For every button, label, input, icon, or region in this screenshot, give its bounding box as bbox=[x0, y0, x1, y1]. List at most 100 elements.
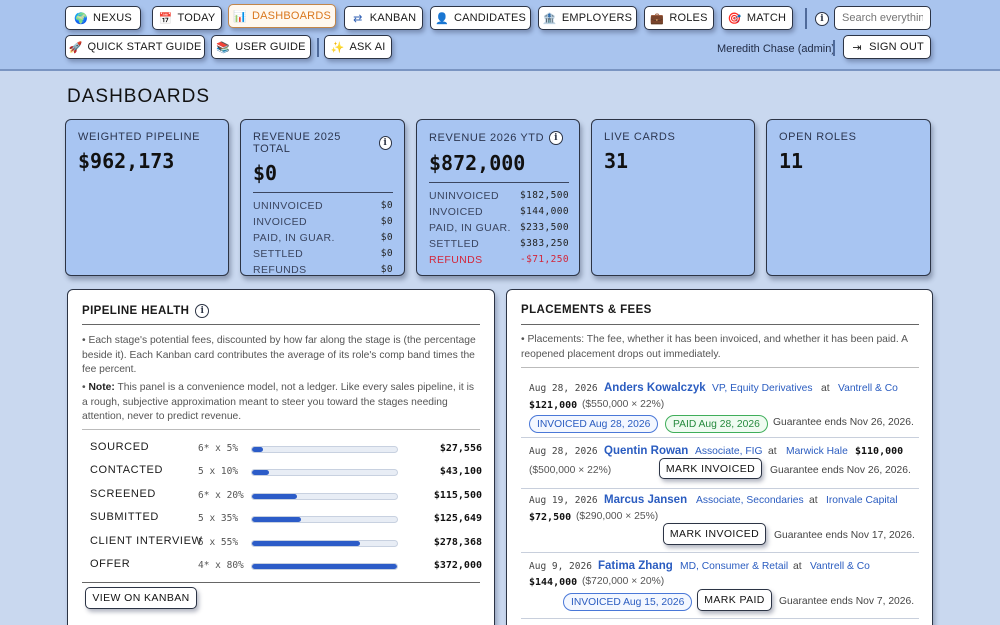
top-nav-bar: 🌍 NEXUS 📅 TODAY 📊 DASHBOARDS ⇄ KANBAN 👤 … bbox=[0, 0, 1000, 71]
invoiced-badge: INVOICED Aug 28, 2026 bbox=[529, 415, 659, 433]
placement-candidate-link[interactable]: Quentin Rowan bbox=[604, 445, 689, 457]
sign-out-button[interactable]: ⇥ SIGN OUT bbox=[843, 35, 931, 59]
nav-match-button[interactable]: 🎯 MATCH bbox=[721, 6, 793, 30]
card-label: REVENUE 2025 TOTAL bbox=[253, 131, 341, 155]
card-label: REVENUE 2026 YTD bbox=[429, 132, 545, 144]
card-label: OPEN ROLES bbox=[779, 131, 857, 143]
placement-role-link[interactable]: VP, Equity Derivatives bbox=[712, 383, 813, 394]
nav-employers-button[interactable]: 🏦 EMPLOYERS bbox=[538, 6, 637, 30]
placement-employer-link[interactable]: Vantrell & Co bbox=[838, 383, 898, 394]
placement-role-link[interactable]: Associate, Secondaries bbox=[696, 495, 804, 506]
placement-separator bbox=[521, 552, 919, 553]
placement-fee: $144,000 bbox=[529, 577, 578, 588]
breakdown-row: INVOICED $0 bbox=[253, 214, 393, 230]
open-roles-card: OPEN ROLES 11 bbox=[766, 119, 931, 276]
stage-amount: $43,100 bbox=[439, 466, 482, 477]
breakdown-amount: $0 bbox=[380, 232, 393, 244]
placement-date: Aug 28, 2026 bbox=[529, 446, 598, 457]
guarantee-text: Guarantee ends Nov 7, 2026. bbox=[779, 596, 915, 607]
nav-roles-label: ROLES bbox=[669, 12, 708, 24]
breakdown-amount: $0 bbox=[380, 264, 393, 276]
card-label: LIVE CARDS bbox=[604, 131, 676, 143]
pipeline-description: • Each stage's potential fees, discounte… bbox=[82, 335, 476, 375]
info-icon[interactable]: i bbox=[195, 304, 210, 318]
nav-kanban-button[interactable]: ⇄ KANBAN bbox=[344, 6, 423, 30]
pipeline-health-panel: PIPELINE HEALTH i • Each stage's potenti… bbox=[67, 289, 495, 625]
placement-item: Aug 9, 2026 Fatima Zhang MD, Consumer & … bbox=[529, 560, 927, 612]
placements-fees-panel: PLACEMENTS & FEES • Placements: The fee,… bbox=[506, 289, 933, 625]
breakdown-label: INVOICED bbox=[429, 206, 483, 219]
panel-divider bbox=[521, 367, 919, 368]
search-input[interactable] bbox=[834, 6, 931, 30]
stage-row-sourced: SOURCED 6* x 5% $27,556 bbox=[90, 438, 482, 458]
stage-row-contacted: CONTACTED 5 x 10% $43,100 bbox=[90, 461, 482, 481]
stage-progress-fill bbox=[252, 564, 397, 569]
card-value: $0 bbox=[253, 161, 278, 185]
globe-icon: 🌍 bbox=[74, 12, 88, 25]
paid-badge: PAID Aug 28, 2026 bbox=[665, 415, 768, 433]
placement-fee-calc: ($290,000 × 25%) bbox=[576, 511, 659, 522]
calendar-icon: 📅 bbox=[158, 12, 173, 25]
info-icon[interactable]: i bbox=[549, 131, 564, 145]
stage-progress-bar bbox=[251, 540, 398, 547]
placement-candidate-link[interactable]: Anders Kowalczyk bbox=[604, 382, 706, 394]
quick-start-guide-button[interactable]: 🚀 QUICK START GUIDE bbox=[65, 35, 205, 59]
card-label: WEIGHTED PIPELINE bbox=[78, 131, 201, 143]
breakdown-row: PAID, IN GUAR. $233,500 bbox=[429, 220, 569, 236]
user-guide-button[interactable]: 📚 USER GUIDE bbox=[211, 35, 311, 59]
info-icon[interactable]: i bbox=[378, 136, 392, 150]
placement-employer-link[interactable]: Ironvale Capital bbox=[826, 495, 898, 506]
nav-nexus-button[interactable]: 🌍 NEXUS bbox=[65, 6, 141, 30]
guarantee-text: Guarantee ends Nov 26, 2026. bbox=[770, 465, 911, 476]
breakdown-amount: $0 bbox=[380, 200, 393, 212]
target-icon: 🎯 bbox=[727, 12, 742, 25]
books-icon: 📚 bbox=[216, 41, 231, 54]
placement-at-label: at bbox=[793, 561, 802, 572]
nav-candidates-label: CANDIDATES bbox=[453, 12, 527, 24]
breakdown-amount: $233,500 bbox=[520, 222, 569, 234]
placement-candidate-link[interactable]: Fatima Zhang bbox=[598, 560, 673, 572]
stage-row-offer: OFFER 4* x 80% $372,000 bbox=[90, 555, 482, 575]
nav-dashboards-button[interactable]: 📊 DASHBOARDS bbox=[228, 4, 336, 28]
mark-invoiced-button[interactable]: MARK INVOICED bbox=[663, 523, 766, 545]
breakdown-label: REFUNDS bbox=[253, 264, 307, 277]
stage-name: CONTACTED bbox=[90, 464, 164, 476]
breakdown-row-refunds: REFUNDS -$71,250 bbox=[429, 252, 569, 268]
placement-employer-link[interactable]: Marwick Hale bbox=[786, 446, 848, 457]
card-value: $962,173 bbox=[78, 149, 175, 173]
ask-ai-button[interactable]: ✨ ASK AI bbox=[324, 35, 392, 59]
note-label: Note: bbox=[88, 382, 115, 393]
stage-formula: 4* x 80% bbox=[198, 560, 244, 571]
placement-candidate-link[interactable]: Marcus Jansen bbox=[604, 494, 688, 506]
stage-progress-fill bbox=[252, 517, 301, 522]
stage-name: SOURCED bbox=[90, 441, 150, 453]
placement-item: Aug 28, 2026 Anders Kowalczyk VP, Equity… bbox=[529, 382, 927, 434]
stage-formula: 6* x 5% bbox=[198, 443, 239, 454]
user-guide-label: USER GUIDE bbox=[235, 41, 306, 53]
stage-name: CLIENT INTERVIEW bbox=[90, 535, 203, 547]
nav-employers-label: EMPLOYERS bbox=[561, 12, 633, 24]
info-icon[interactable]: i bbox=[815, 12, 829, 26]
mark-invoiced-button[interactable]: MARK INVOICED bbox=[659, 458, 762, 479]
placement-at-label: at bbox=[809, 495, 818, 506]
view-on-kanban-button[interactable]: VIEW ON KANBAN bbox=[85, 587, 197, 609]
card-value: 31 bbox=[604, 149, 629, 173]
sparkle-icon: ✨ bbox=[330, 41, 345, 54]
placement-employer-link[interactable]: Vantrell & Co bbox=[810, 561, 870, 572]
note-bullet: • bbox=[82, 382, 89, 393]
placement-at-label: at bbox=[821, 383, 830, 394]
placement-role-link[interactable]: Associate, FIG bbox=[695, 446, 763, 457]
placement-fee: $121,000 bbox=[529, 400, 578, 411]
nav-match-label: MATCH bbox=[746, 12, 787, 24]
breakdown-label: SETTLED bbox=[429, 238, 480, 251]
nav-candidates-button[interactable]: 👤 CANDIDATES bbox=[430, 6, 531, 30]
breakdown-amount: $0 bbox=[380, 248, 393, 260]
stage-name: OFFER bbox=[90, 558, 131, 570]
nav-divider bbox=[805, 8, 807, 29]
stage-amount: $115,500 bbox=[433, 490, 482, 501]
placement-role-link[interactable]: MD, Consumer & Retail bbox=[680, 561, 789, 572]
nav-today-button[interactable]: 📅 TODAY bbox=[152, 6, 222, 30]
card-label-row: REVENUE 2026 YTD i bbox=[429, 131, 567, 145]
mark-paid-button[interactable]: MARK PAID bbox=[697, 589, 772, 611]
nav-roles-button[interactable]: 💼 ROLES bbox=[644, 6, 714, 30]
